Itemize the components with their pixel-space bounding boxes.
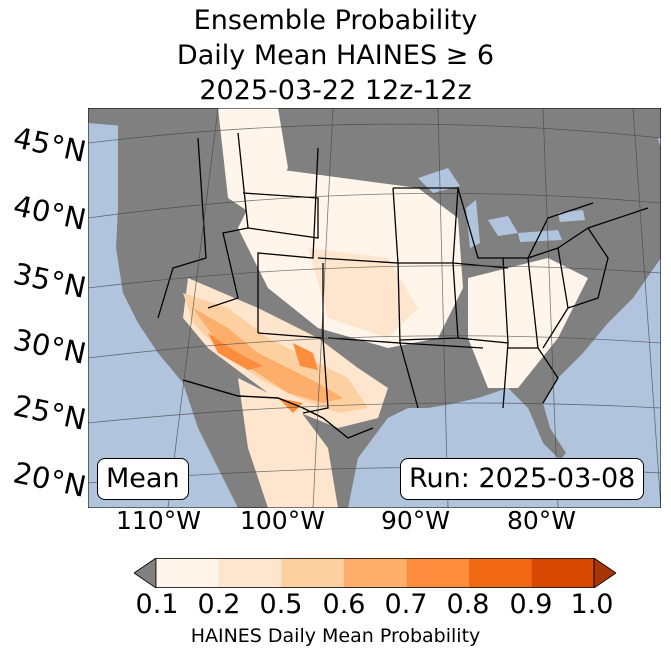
colorbar-segment [156,558,219,588]
probability-field [183,108,588,508]
colorbar-tick-0: 0.1 [135,589,179,620]
lon-label-100: 100°W [240,506,325,535]
colorbar-over [593,558,616,588]
colorbar-segment [343,558,407,588]
title-line-3: 2025-03-22 12z-12z [199,75,472,106]
colorbar-under [134,558,157,588]
colorbar-tick-5: 0.8 [446,589,490,620]
title-line-1: Ensemble Probability [193,5,478,36]
lon-label-110: 110°W [116,506,201,535]
lon-label-90: 90°W [381,506,451,535]
colorbar-segment [218,558,282,588]
map-panel [88,108,661,508]
colorbar-segment [281,558,344,588]
colorbar-segment [531,558,594,588]
state-borders [157,132,649,414]
colorbar-tick-1: 0.2 [197,589,241,620]
lat-label-25: 25°N [10,388,90,437]
colorbar-segment [468,558,532,588]
colorbar [134,558,616,588]
lat-label-45: 45°N [10,120,90,169]
colorbar-tick-4: 0.7 [384,589,428,620]
colorbar-tick-6: 0.9 [509,589,553,620]
great-lakes [418,168,585,248]
title-line-2: Daily Mean HAINES ≥ 6 [176,40,495,71]
mean-label: Mean [97,458,189,500]
colorbar-label: HAINES Daily Mean Probability [190,625,481,647]
colorbar-tick-7: 1.0 [570,589,614,620]
run-label: Run: 2025-03-08 [400,458,645,500]
colorbar-tick-2: 0.5 [259,589,303,620]
colorbar-segment [406,558,469,588]
colorbar-tick-3: 0.6 [322,589,366,620]
lat-label-30: 30°N [10,322,90,371]
lon-label-80: 80°W [507,506,577,535]
lat-label-20: 20°N [10,455,90,504]
lat-label-35: 35°N [10,256,90,305]
us-mexico-border [182,379,374,439]
lat-label-40: 40°N [10,188,90,237]
